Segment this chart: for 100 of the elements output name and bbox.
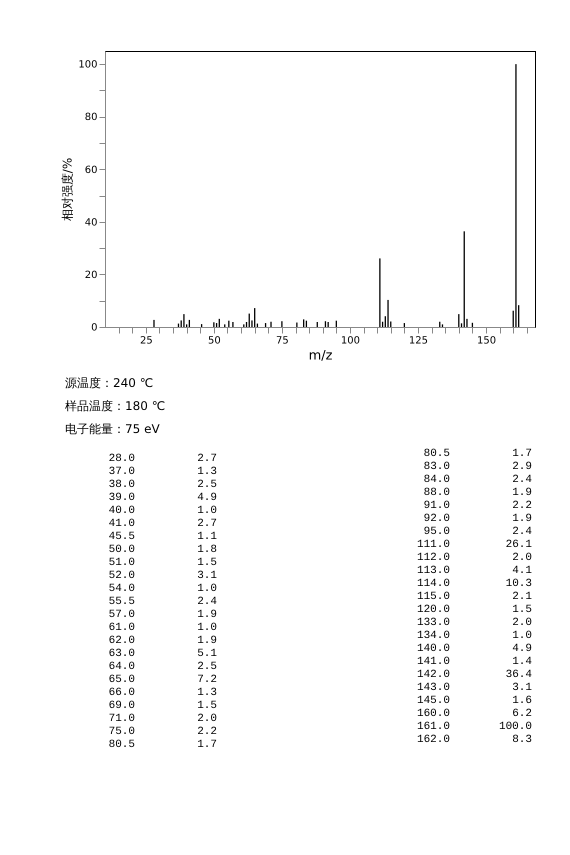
text: 140.0 (416, 643, 450, 655)
x-tick-label: 50 (208, 336, 221, 346)
text: 52.0 (108, 570, 135, 582)
text: 39.0 (108, 492, 135, 504)
text: 100.0 (498, 721, 532, 733)
text: 3.1 (197, 570, 218, 582)
text: 63.0 (108, 648, 135, 660)
text: 145.0 (416, 695, 450, 707)
text: 115.0 (416, 591, 450, 603)
text: 113.0 (416, 565, 450, 577)
text: 141.0 (416, 656, 450, 668)
text: 143.0 (416, 682, 450, 694)
text: 1.1 (197, 531, 218, 543)
text: 4.9 (197, 492, 217, 504)
text: 2.2 (512, 500, 532, 512)
text: 1.9 (512, 513, 532, 525)
text: 84.0 (424, 474, 450, 486)
x-tick-label: 75 (276, 336, 289, 346)
text: 1.9 (197, 609, 217, 621)
text: 88.0 (424, 487, 450, 499)
x-tick-label: 125 (408, 336, 428, 346)
text: 55.5 (108, 596, 135, 608)
text: 162.0 (416, 734, 450, 746)
text: 28.0 (108, 453, 135, 465)
text: 114.0 (416, 578, 450, 590)
text: 64.0 (108, 661, 135, 673)
text: 2.5 (197, 661, 217, 673)
text: 160.0 (416, 708, 450, 720)
text: 1.6 (512, 695, 532, 707)
text: 2.0 (512, 617, 532, 629)
text: 54.0 (108, 583, 135, 595)
y-axis-title: 相对强度/% (60, 158, 74, 222)
text: 26.1 (506, 539, 532, 551)
x-tick-label: 25 (140, 336, 153, 346)
text: 2.7 (197, 518, 217, 530)
text: 样品温度：180 ℃ (65, 399, 166, 413)
text: 1.8 (197, 544, 217, 556)
text: 1.4 (512, 656, 532, 668)
text: 1.0 (197, 583, 217, 595)
text: 1.5 (197, 700, 217, 712)
text: 1.7 (197, 739, 217, 751)
text: 4.1 (512, 565, 532, 577)
text: 38.0 (108, 479, 135, 491)
text: 57.0 (108, 609, 135, 621)
text: 1.0 (512, 630, 532, 642)
text: 51.0 (108, 557, 135, 569)
text: 2.5 (197, 479, 217, 491)
text: 10.3 (506, 578, 532, 590)
text: 4.9 (512, 643, 532, 655)
y-tick-label: 80 (84, 112, 98, 124)
text: 161.0 (416, 721, 450, 733)
text: 41.0 (108, 518, 135, 530)
text: 66.0 (108, 687, 135, 699)
text: 80.5 (424, 448, 450, 460)
text: 50.0 (108, 544, 135, 556)
text: 120.0 (416, 604, 450, 616)
text: 92.0 (424, 513, 450, 525)
text: 8.3 (512, 734, 532, 746)
text: 40.0 (108, 505, 135, 517)
text: 1.5 (197, 557, 217, 569)
y-tick-label: 40 (84, 217, 98, 228)
text: 71.0 (108, 713, 135, 725)
y-tick-label: 100 (78, 60, 98, 71)
y-tick-label: 0 (91, 322, 98, 334)
text: 2.9 (512, 461, 532, 473)
text: 5.1 (197, 648, 218, 660)
text: 142.0 (416, 669, 450, 681)
text: 45.5 (108, 531, 135, 543)
text: 1.9 (197, 635, 217, 647)
text: 80.5 (108, 739, 135, 751)
x-tick-label: 150 (476, 336, 496, 346)
text: 83.0 (424, 461, 450, 473)
text: 1.5 (512, 604, 532, 616)
y-tick-label: 60 (84, 164, 98, 176)
text: 2.4 (512, 474, 532, 486)
text: 2.0 (197, 713, 217, 725)
text: 1.3 (197, 466, 217, 478)
text: 75.0 (108, 726, 135, 738)
text: 61.0 (108, 622, 135, 634)
text: 1.3 (197, 687, 217, 699)
text: 1.7 (512, 448, 532, 460)
text: 95.0 (424, 526, 450, 538)
text: 电子能量：75 eV (65, 422, 160, 436)
text: 2.7 (197, 453, 217, 465)
text: 65.0 (108, 674, 135, 686)
text: 36.4 (506, 669, 532, 681)
text: 6.2 (512, 708, 532, 720)
text: 1.9 (512, 487, 532, 499)
text: 91.0 (424, 500, 450, 512)
text: 源温度：240 ℃ (65, 376, 154, 390)
text: 111.0 (416, 539, 450, 551)
text: 112.0 (416, 552, 450, 564)
text: 2.4 (512, 526, 532, 538)
text: 62.0 (108, 635, 135, 647)
text: 1.0 (197, 505, 217, 517)
text: 2.1 (512, 591, 532, 603)
text: 2.0 (512, 552, 532, 564)
text: 134.0 (416, 630, 450, 642)
x-tick-label: 100 (340, 336, 360, 346)
x-axis-title: m/z (308, 348, 333, 364)
